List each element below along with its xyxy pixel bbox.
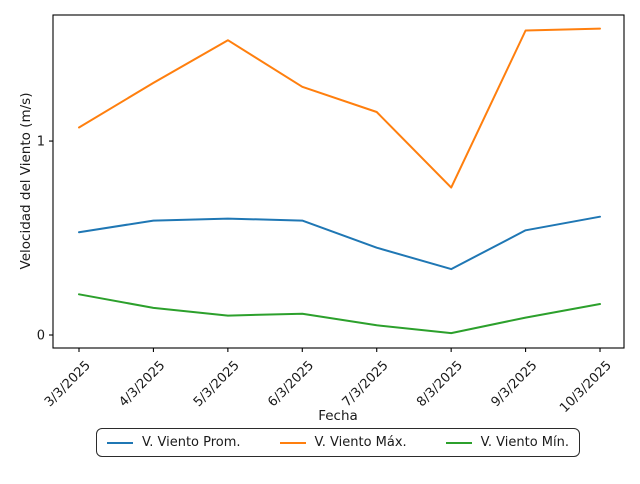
series-line-v-viento-prom	[78, 215, 601, 271]
x-tick-label: 4/3/2025	[116, 358, 168, 410]
plot-border	[52, 14, 625, 349]
x-tick-label: 6/3/2025	[265, 358, 317, 410]
x-tick-label: 3/3/2025	[42, 358, 94, 410]
x-tick-label: 9/3/2025	[489, 358, 541, 410]
x-tick-label: 10/3/2025	[557, 358, 615, 416]
x-tick-label: 7/3/2025	[340, 358, 392, 410]
legend-label-viento-max: V. Viento Máx.	[314, 435, 407, 450]
chart-legend: V. Viento Prom. V. Viento Máx. V. Viento…	[96, 428, 580, 457]
legend-line-sample-viento-prom	[107, 441, 133, 444]
y-axis-title: Velocidad del Viento (m/s)	[18, 93, 34, 270]
y-tick-label: 0	[37, 329, 45, 344]
x-axis-title: Fecha	[318, 408, 358, 424]
x-tick-label: 8/3/2025	[414, 358, 466, 410]
series-line-v-viento-m-x	[78, 27, 601, 189]
legend-line-sample-viento-max	[279, 441, 306, 444]
legend-label-viento-prom: V. Viento Prom.	[142, 435, 241, 450]
series-line-v-viento-m-n	[78, 293, 601, 335]
plot-dynamic-layer: 0 1 3/3/2025 4/3/2025 5/3/2025 6/3/2025 7/3/20…	[37, 27, 615, 416]
legend-label-viento-min: V. Viento Mín.	[480, 435, 569, 450]
y-tick-label: 1	[37, 135, 45, 150]
x-tick-label: 5/3/2025	[191, 358, 243, 410]
legend-entry-viento-max: V. Viento Máx.	[279, 435, 407, 450]
legend-entry-viento-prom: V. Viento Prom.	[107, 435, 241, 450]
legend-line-sample-viento-min	[445, 441, 472, 444]
legend-entry-viento-min: V. Viento Mín.	[445, 435, 569, 450]
